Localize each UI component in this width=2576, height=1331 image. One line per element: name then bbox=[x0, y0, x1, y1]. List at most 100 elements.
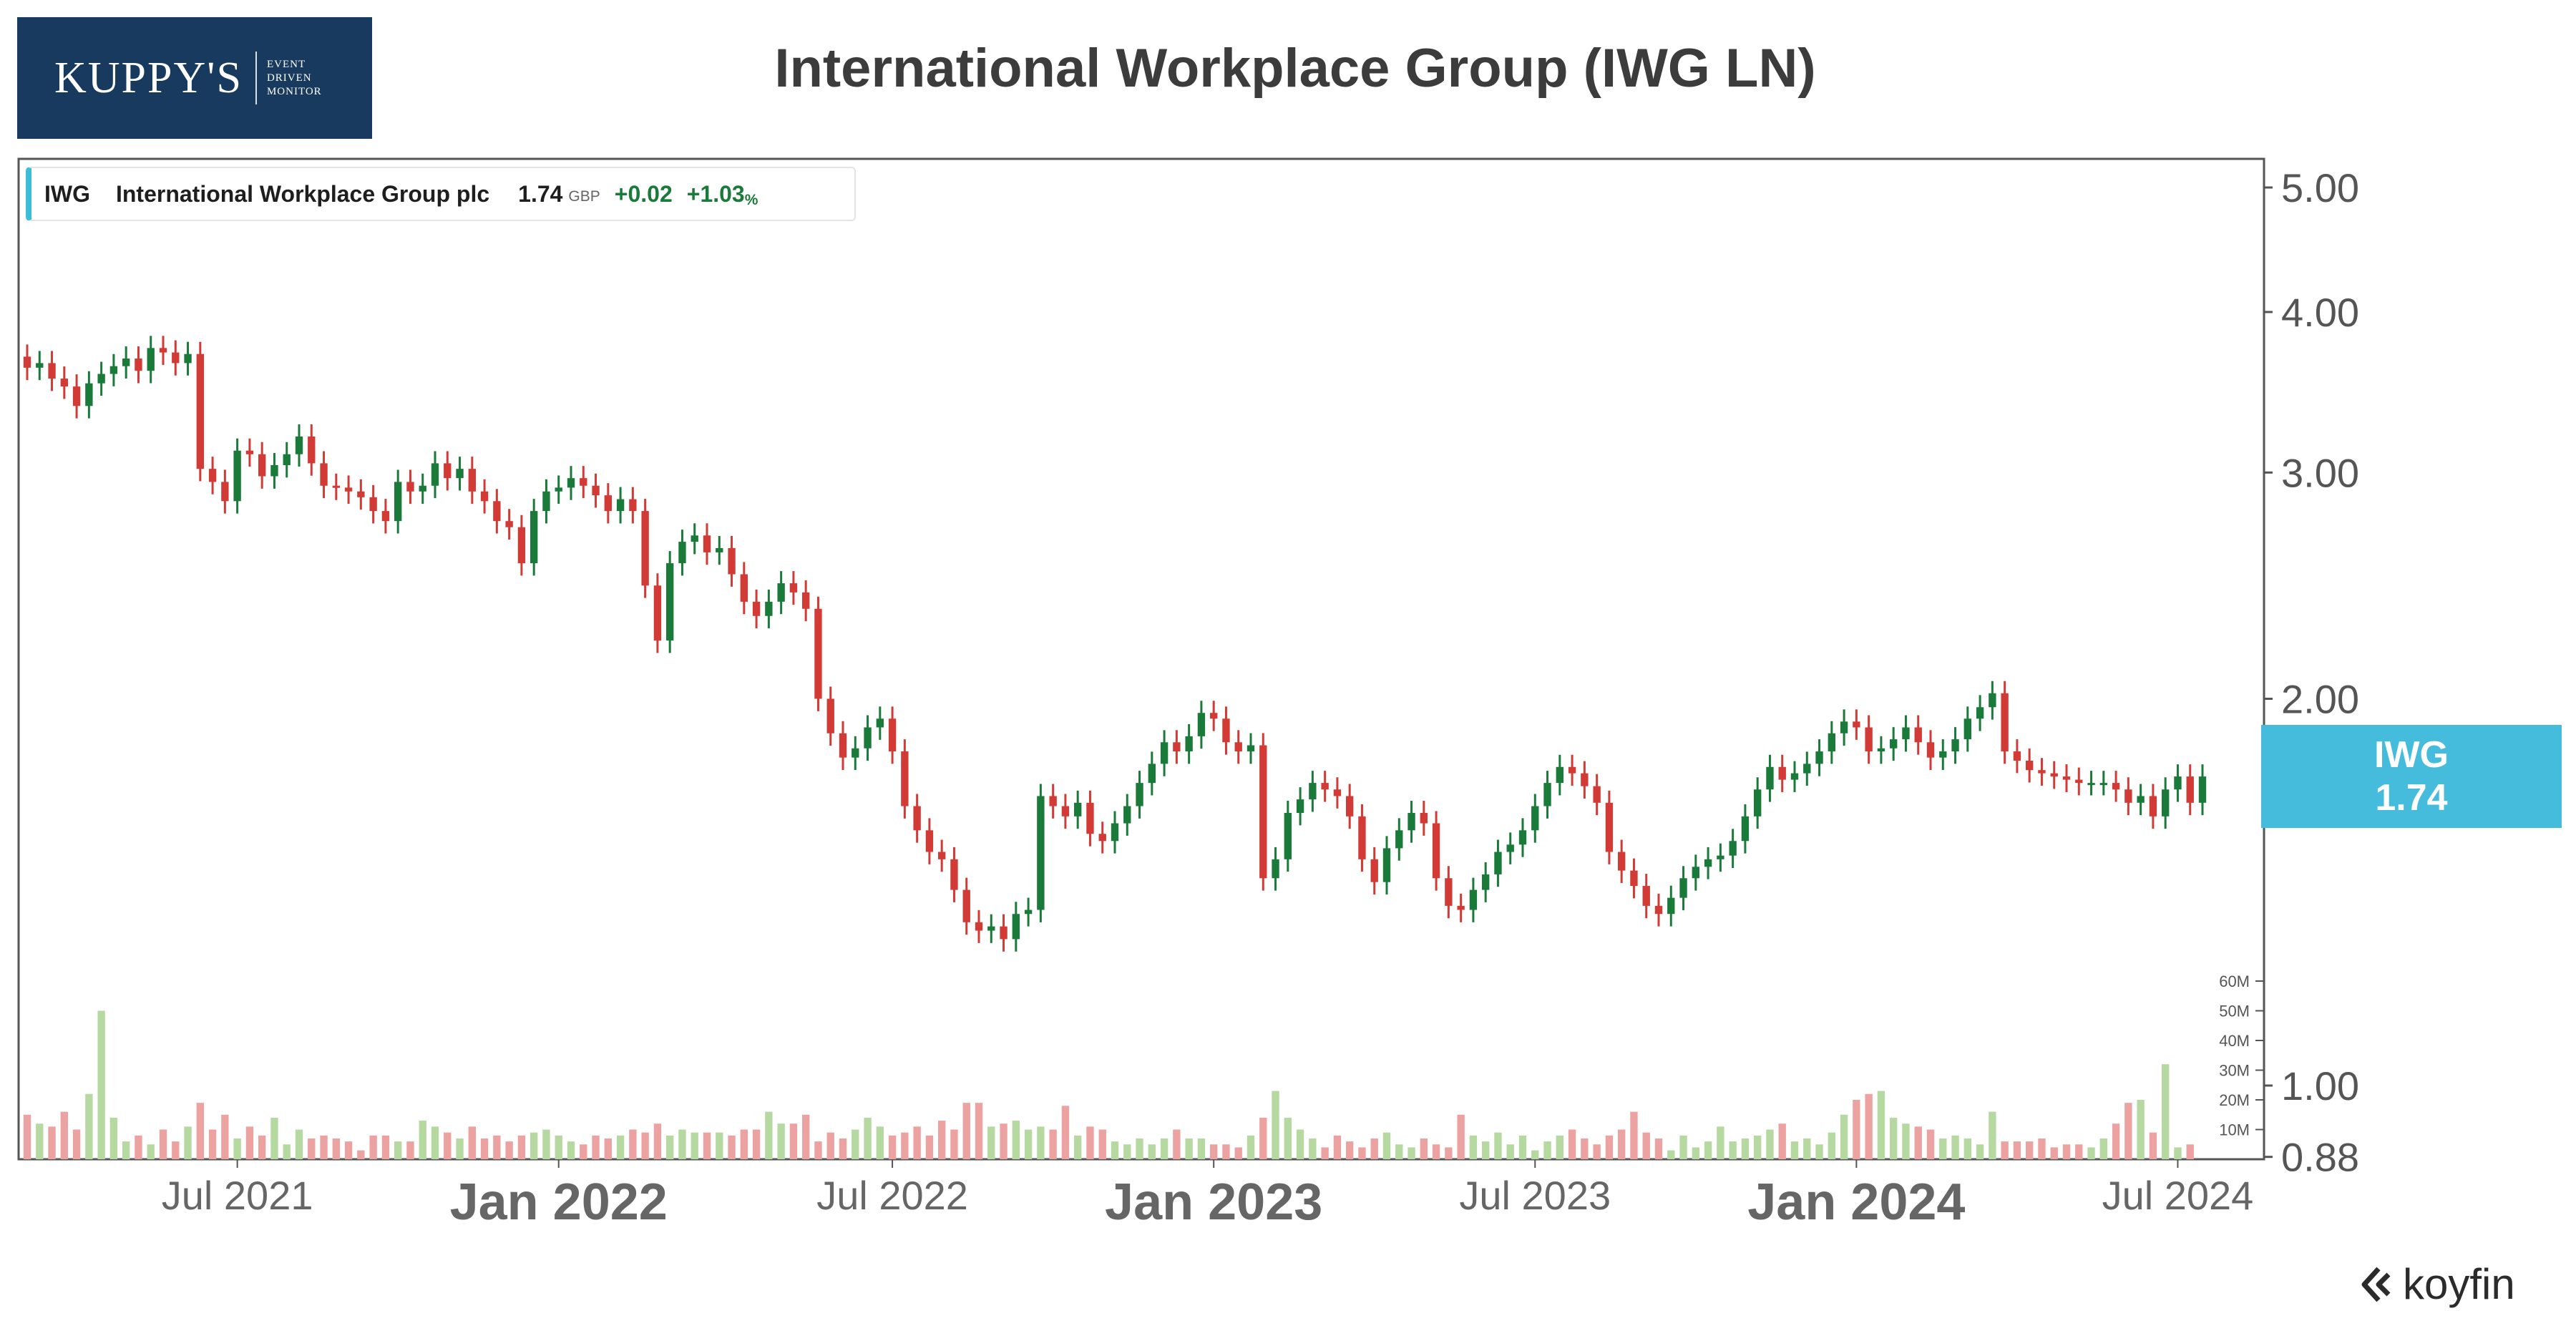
candle-body bbox=[580, 478, 587, 486]
percent-sign: % bbox=[744, 191, 758, 208]
candle-body bbox=[97, 374, 105, 384]
candle-body bbox=[2186, 776, 2194, 803]
volume-bar bbox=[1136, 1138, 1143, 1159]
volume-bar bbox=[1778, 1123, 1786, 1159]
candle-body bbox=[1482, 874, 1490, 890]
candle-body bbox=[740, 574, 748, 602]
volume-bar bbox=[1828, 1132, 1835, 1159]
candle-body bbox=[1581, 773, 1589, 786]
volume-bar bbox=[1445, 1147, 1453, 1159]
volume-bar bbox=[678, 1129, 686, 1159]
candle-body bbox=[1395, 830, 1403, 849]
volume-bar bbox=[344, 1141, 353, 1159]
volume-bar bbox=[1926, 1129, 1935, 1159]
volume-bar bbox=[308, 1138, 316, 1159]
candle-body bbox=[1049, 796, 1057, 806]
candle-body bbox=[468, 469, 476, 492]
volume-bar bbox=[480, 1138, 489, 1159]
volume-bar bbox=[1049, 1129, 1057, 1159]
candle-body bbox=[1370, 859, 1378, 882]
candle-body bbox=[1086, 802, 1094, 834]
candle-body bbox=[1246, 745, 1255, 752]
volume-bar bbox=[1074, 1135, 1082, 1159]
volume-bar bbox=[1951, 1135, 1959, 1159]
x-axis-label: Jul 2023 bbox=[1459, 1173, 1611, 1218]
candle-body bbox=[567, 478, 575, 488]
candle-body bbox=[270, 465, 278, 477]
volume-bar bbox=[1704, 1141, 1712, 1159]
volume-bar bbox=[48, 1126, 56, 1159]
volume-bar bbox=[135, 1135, 142, 1159]
volume-bar bbox=[2001, 1141, 2009, 1159]
volume-bar bbox=[36, 1123, 44, 1159]
volume-bar bbox=[2087, 1147, 2095, 1159]
candle-body bbox=[678, 542, 686, 564]
candle-body bbox=[789, 583, 798, 593]
candle-body bbox=[2124, 789, 2132, 803]
candle-body bbox=[1284, 813, 1292, 859]
candle-body bbox=[369, 497, 377, 512]
candle-body bbox=[1618, 852, 1626, 871]
candle-body bbox=[1778, 766, 1786, 780]
volume-bar bbox=[122, 1141, 130, 1159]
candle-body bbox=[1989, 693, 1996, 708]
volume-bar bbox=[258, 1135, 266, 1159]
candle-body bbox=[852, 748, 859, 758]
volume-bar bbox=[802, 1114, 810, 1159]
candle-body bbox=[159, 348, 167, 353]
volume-bar bbox=[208, 1129, 217, 1159]
volume-bar bbox=[2099, 1138, 2107, 1159]
volume-bar bbox=[987, 1126, 995, 1159]
volume-bar bbox=[1890, 1117, 1898, 1159]
volume-bar bbox=[555, 1135, 562, 1159]
volume-bar bbox=[394, 1141, 402, 1159]
candle-body bbox=[1976, 707, 1984, 719]
volume-bar bbox=[1296, 1129, 1304, 1159]
candle-body bbox=[1000, 926, 1008, 940]
volume-bar bbox=[233, 1138, 241, 1159]
volume-bar bbox=[1037, 1126, 1045, 1159]
candle-body bbox=[1556, 766, 1563, 784]
volume-bar bbox=[147, 1144, 155, 1159]
candle-body bbox=[913, 806, 921, 831]
volume-bar bbox=[1790, 1141, 1799, 1159]
ticker-change-percent-value: +1.03 bbox=[686, 180, 745, 207]
candle-body bbox=[196, 354, 204, 469]
candle-body bbox=[208, 469, 217, 482]
volume-bar bbox=[23, 1114, 31, 1159]
candle-body bbox=[1853, 721, 1860, 728]
volume-bar bbox=[950, 1129, 958, 1159]
logo-divider bbox=[255, 52, 257, 104]
candle-body bbox=[1766, 766, 1774, 790]
volume-bar bbox=[592, 1135, 600, 1159]
candle-body bbox=[85, 383, 93, 406]
logo-wordmark: KUPPY'S bbox=[54, 53, 243, 102]
volume-bar bbox=[72, 1129, 81, 1159]
candle-body bbox=[344, 487, 353, 492]
volume-bar bbox=[1457, 1114, 1465, 1159]
candle-body bbox=[517, 527, 526, 564]
volume-bar bbox=[1259, 1117, 1267, 1159]
volume-bar bbox=[864, 1117, 872, 1159]
candle-body bbox=[938, 852, 946, 859]
candle-body bbox=[1828, 733, 1835, 752]
volume-bar bbox=[789, 1123, 798, 1159]
candle-body bbox=[431, 463, 439, 486]
volume-bar bbox=[938, 1121, 946, 1159]
volume-bar bbox=[1420, 1138, 1428, 1159]
volume-bar bbox=[2013, 1141, 2021, 1159]
volume-bar bbox=[1914, 1126, 1922, 1159]
volume-bar bbox=[1469, 1135, 1478, 1159]
volume-bar bbox=[666, 1135, 674, 1159]
volume-bar bbox=[1642, 1132, 1650, 1159]
axes: 5.00 4.00 3.00 2.00 1.00 0.88 60M 50M 40M 30M 20M 1… bbox=[162, 165, 2359, 1231]
candle-body bbox=[36, 363, 44, 368]
ticker-summary[interactable]: IWG International Workplace Group plc 1.… bbox=[26, 167, 856, 221]
candle-body bbox=[2001, 693, 2009, 752]
candle-body bbox=[147, 348, 155, 371]
volume-bar bbox=[1284, 1117, 1292, 1159]
volume-bar bbox=[962, 1103, 970, 1159]
candle-body bbox=[1692, 867, 1699, 879]
candle-body bbox=[1963, 718, 1971, 740]
volume-bar bbox=[1630, 1111, 1638, 1159]
